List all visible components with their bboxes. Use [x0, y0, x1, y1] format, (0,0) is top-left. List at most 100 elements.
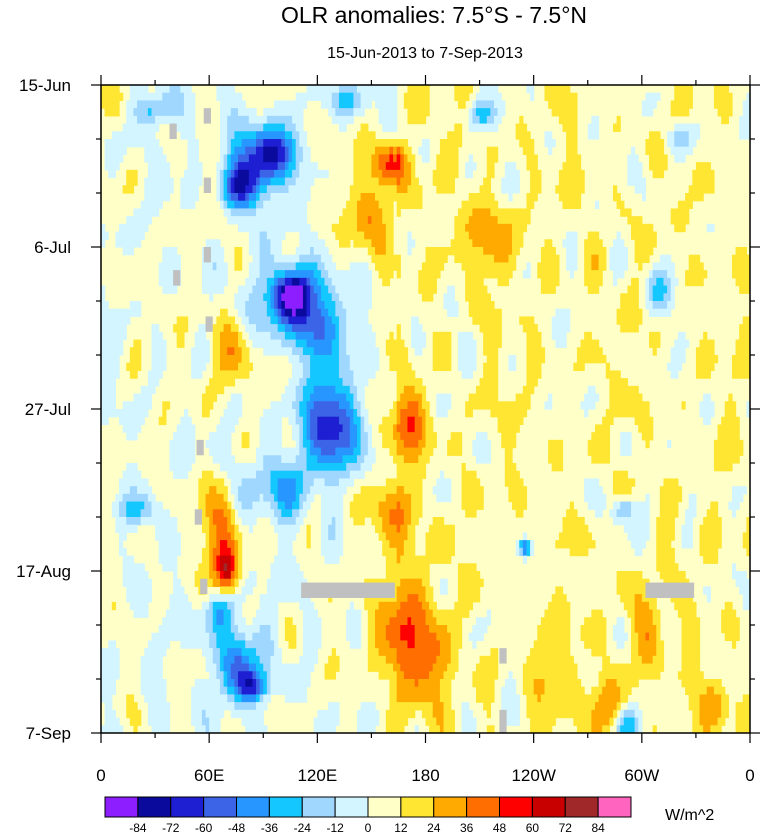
field-cell	[558, 92, 564, 102]
field-cell	[234, 100, 239, 109]
field-cell	[735, 262, 740, 271]
field-cell	[555, 324, 560, 333]
field-cell	[483, 308, 488, 318]
field-cell	[494, 393, 499, 402]
field-cell	[277, 331, 282, 341]
field-cell	[638, 393, 643, 402]
field-cell	[544, 401, 549, 410]
field-cell	[245, 439, 250, 449]
field-cell	[573, 139, 578, 148]
field-cell	[313, 277, 318, 287]
field-cell	[360, 223, 365, 233]
field-cell	[198, 501, 203, 510]
field-cell	[270, 517, 275, 526]
field-cell	[328, 478, 333, 487]
field-cell	[270, 308, 275, 318]
field-cell	[155, 146, 160, 156]
field-cell	[266, 154, 272, 163]
field-cell	[569, 509, 574, 518]
field-cell	[129, 139, 135, 148]
field-cell	[411, 501, 416, 510]
field-cell	[219, 432, 225, 441]
field-cell	[483, 316, 488, 325]
field-cell	[346, 223, 351, 233]
field-cell	[367, 100, 373, 109]
field-cell	[263, 146, 268, 156]
field-cell	[313, 362, 318, 372]
field-cell	[274, 131, 279, 140]
field-cell	[692, 123, 697, 132]
field-cell	[479, 270, 484, 279]
chart-title: OLR anomalies: 7.5°S - 7.5°N	[281, 2, 587, 28]
field-cell	[645, 223, 650, 233]
field-cell	[270, 223, 275, 233]
field-cell	[317, 262, 322, 271]
field-cell	[263, 216, 268, 225]
field-cell	[234, 416, 239, 426]
field-cell	[360, 193, 365, 202]
field-cell	[205, 355, 210, 364]
field-cell	[649, 301, 654, 310]
field-cell	[468, 108, 473, 117]
field-cell	[126, 463, 131, 472]
field-cell	[439, 331, 445, 341]
field-cell	[281, 177, 286, 186]
field-cell	[393, 501, 398, 510]
field-cell	[201, 509, 207, 518]
field-cell	[385, 85, 391, 94]
field-cell	[667, 362, 672, 372]
field-cell	[515, 424, 520, 433]
field-cell	[742, 339, 747, 348]
field-cell	[461, 262, 466, 271]
field-cell	[299, 439, 304, 449]
field-cell	[115, 409, 120, 418]
field-cell	[674, 486, 679, 495]
field-cell	[710, 362, 715, 372]
field-cell	[659, 139, 665, 148]
field-cell	[421, 439, 427, 449]
field-cell	[277, 439, 282, 449]
field-cell	[591, 285, 596, 294]
field-cell	[533, 370, 538, 379]
field-cell	[292, 316, 297, 325]
field-cell	[580, 517, 585, 526]
field-cell	[728, 501, 733, 510]
field-cell	[457, 216, 463, 225]
field-cell	[724, 92, 729, 102]
field-cell	[400, 185, 405, 194]
field-cell	[472, 223, 477, 233]
field-cell	[288, 378, 293, 387]
field-cell	[692, 169, 697, 179]
field-cell	[724, 409, 729, 418]
field-cell	[292, 270, 297, 279]
field-cell	[263, 509, 268, 518]
field-cell	[295, 339, 300, 348]
field-cell	[623, 247, 629, 256]
field-cell	[746, 262, 750, 271]
field-cell	[133, 470, 138, 480]
field-cell	[173, 285, 178, 294]
field-cell	[234, 393, 239, 402]
field-cell	[328, 362, 333, 372]
field-cell	[115, 85, 120, 94]
field-cell	[591, 254, 596, 264]
field-cell	[450, 285, 455, 294]
field-cell	[115, 339, 120, 348]
field-cell	[201, 517, 207, 526]
field-cell	[245, 208, 250, 217]
field-cell	[140, 92, 145, 102]
field-cell	[342, 331, 347, 341]
field-cell	[598, 239, 603, 248]
field-cell	[306, 339, 311, 348]
field-cell	[295, 200, 300, 210]
field-cell	[151, 324, 156, 333]
field-cell	[411, 385, 416, 395]
field-cell	[238, 254, 243, 264]
field-cell	[101, 393, 106, 402]
field-cell	[475, 401, 481, 410]
field-cell	[122, 185, 127, 194]
field-cell	[129, 416, 135, 426]
field-cell	[335, 463, 340, 472]
field-cell	[292, 509, 297, 518]
field-cell	[407, 432, 412, 441]
